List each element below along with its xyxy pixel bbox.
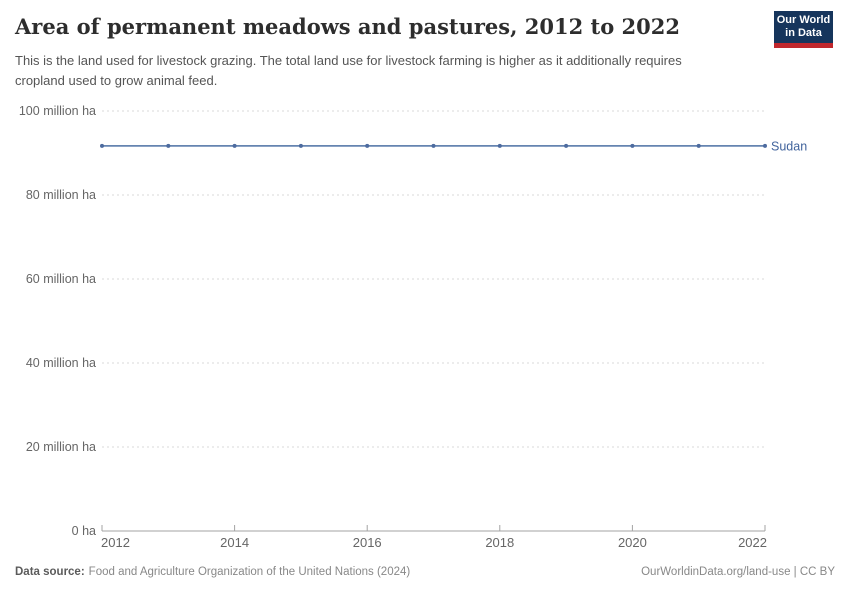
data-point-2018[interactable]: [497, 143, 502, 148]
chart-title: Area of permanent meadows and pastures, …: [15, 14, 680, 39]
x-axis-tick-label: 2020: [618, 535, 647, 550]
data-point-2020[interactable]: [630, 143, 635, 148]
y-axis-tick-label: 100 million ha: [19, 104, 96, 118]
y-axis-tick-label: 60 million ha: [26, 272, 96, 286]
x-axis-tick-label: 2022: [738, 535, 767, 550]
x-axis-tick-label: 2014: [220, 535, 249, 550]
data-point-2015[interactable]: [298, 143, 303, 148]
series-label-sudan[interactable]: Sudan: [771, 139, 807, 153]
data-point-2021[interactable]: [696, 143, 701, 148]
owid-logo-line1: Our World: [776, 14, 831, 26]
license-link[interactable]: OurWorldinData.org/land-use | CC BY: [641, 566, 835, 578]
data-source-text: Food and Agriculture Organization of the…: [88, 566, 411, 578]
data-source-note: Data source: Food and Agriculture Organiz…: [15, 566, 410, 578]
data-point-2013[interactable]: [166, 143, 171, 148]
chart-footer: Data source: Food and Agriculture Organiz…: [15, 566, 835, 578]
data-point-2019[interactable]: [564, 143, 569, 148]
owid-logo[interactable]: Our World in Data: [774, 11, 833, 48]
data-point-2022[interactable]: [763, 143, 767, 148]
data-point-2016[interactable]: [365, 143, 370, 148]
data-point-2017[interactable]: [431, 143, 436, 148]
data-source-label: Data source:: [15, 566, 85, 578]
data-point-2014[interactable]: [232, 143, 237, 148]
y-axis-tick-label: 40 million ha: [26, 356, 96, 370]
data-point-2012[interactable]: [100, 143, 104, 148]
owid-logo-line2: in Data: [785, 27, 822, 39]
y-axis-tick-label: 20 million ha: [26, 440, 96, 454]
x-axis-tick-label: 2012: [101, 535, 130, 550]
x-axis-tick-label: 2016: [353, 535, 382, 550]
y-axis-tick-label: 80 million ha: [26, 188, 96, 202]
chart-subtitle: This is the land used for livestock graz…: [15, 53, 682, 88]
y-axis-tick-label: 0 ha: [72, 524, 96, 538]
x-axis-tick-label: 2018: [485, 535, 514, 550]
